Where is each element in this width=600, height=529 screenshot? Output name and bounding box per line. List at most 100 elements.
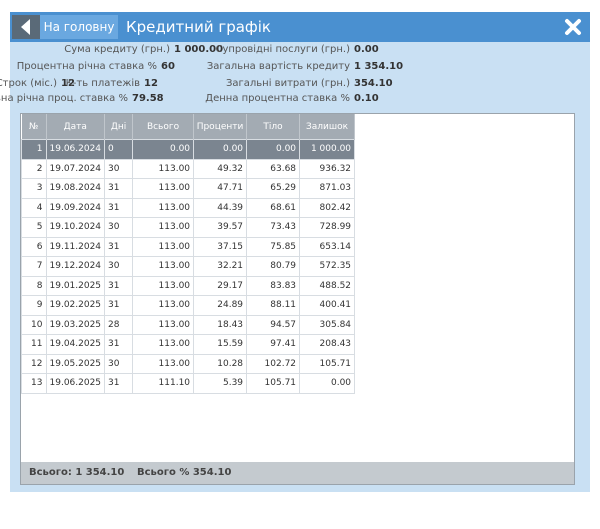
table-row[interactable]: 1 19.06.2024 0 0.00 0.00 0.00 1 000.00 — [21, 139, 356, 160]
table-cell: 0.00 — [132, 139, 195, 160]
table-cell: 30 — [104, 217, 134, 238]
table-row[interactable]: 8 19.01.2025 31 113.00 29.17 83.83 488.52 — [21, 275, 356, 296]
title: Кредитний графік — [126, 18, 271, 36]
summary-label: Загальна вартість кредиту — [206, 61, 350, 72]
summary-label: Строк (міс.) — [0, 78, 57, 89]
table-row[interactable]: 13 19.06.2025 31 111.10 5.39 105.71 0.00 — [21, 373, 356, 394]
table-cell: 113.00 — [132, 334, 195, 355]
table-cell: 65.29 — [246, 178, 301, 199]
table-row[interactable]: 2 19.07.2024 30 113.00 49.32 63.68 936.32 — [21, 158, 356, 179]
table-cell: 19.10.2024 — [45, 217, 106, 238]
column-header: Залишок — [299, 114, 356, 140]
summary-value: 1 000.00 — [174, 44, 224, 55]
table-cell: 400.41 — [299, 295, 356, 316]
column-header: Тіло — [246, 114, 301, 140]
table-cell: 32.21 — [193, 256, 248, 277]
table-cell: 37.15 — [193, 236, 248, 257]
table-cell: 10 — [21, 314, 47, 335]
header-row: № Дата Дні Всього Проценти Тіло Залишок — [21, 114, 356, 140]
table-cell: 97.41 — [246, 334, 301, 355]
table-cell: 113.00 — [132, 217, 195, 238]
table-cell: 19.05.2025 — [45, 353, 106, 374]
table-row[interactable]: 9 19.02.2025 31 113.00 24.89 88.11 400.41 — [21, 295, 356, 316]
table-cell: 31 — [104, 295, 134, 316]
table-cell: 19.08.2024 — [45, 178, 106, 199]
schedule-table: № Дата Дні Всього Проценти Тіло Залишок 1 19.06.… — [20, 113, 575, 485]
table-cell: 6 — [21, 236, 47, 257]
summary-value: 0.00 — [354, 44, 379, 55]
table-cell: 1 — [21, 139, 47, 160]
table-cell: 88.11 — [246, 295, 301, 316]
table-cell: 9 — [21, 295, 47, 316]
table-cell: 113.00 — [132, 158, 195, 179]
column-header: Дата — [46, 114, 106, 140]
table-cell: 113.00 — [132, 197, 195, 218]
table-row[interactable]: 12 19.05.2025 30 113.00 10.28 102.72 105.71 — [21, 353, 356, 374]
table-cell: 111.10 — [132, 373, 195, 394]
table-cell: 24.89 — [193, 295, 248, 316]
table-cell: 19.11.2024 — [45, 236, 106, 257]
table-row[interactable]: 5 19.10.2024 30 113.00 39.57 73.43 728.99 — [21, 217, 356, 238]
summary-label: Процентна річна ставка % — [16, 61, 157, 72]
table-cell: 44.39 — [193, 197, 248, 218]
table-cell: 75.85 — [246, 236, 301, 257]
column-header: № — [21, 114, 47, 140]
summary-value: 60 — [161, 61, 175, 72]
table-cell: 94.57 — [246, 314, 301, 335]
table-footer: Всього: 1 354.10 Всього % 354.10 — [21, 462, 574, 484]
footer-total: Всього % 354.10 — [137, 467, 232, 478]
table-cell: 105.71 — [246, 373, 301, 394]
table-cell: 31 — [104, 275, 134, 296]
table-cell: 19.04.2025 — [45, 334, 106, 355]
table-cell: 30 — [104, 353, 134, 374]
table-cell: 31 — [104, 178, 134, 199]
summary-value: 12 — [144, 78, 158, 89]
table-cell: 7 — [21, 256, 47, 277]
table-cell: 10.28 — [193, 353, 248, 374]
table-cell: 39.57 — [193, 217, 248, 238]
table-cell: 653.14 — [299, 236, 356, 257]
table-row[interactable]: 7 19.12.2024 30 113.00 32.21 80.79 572.35 — [21, 256, 356, 277]
back-arrow[interactable] — [12, 15, 40, 39]
table-cell: 19.06.2025 — [45, 373, 106, 394]
footer-total: Всього: 1 354.10 — [29, 467, 125, 478]
table-cell: 113.00 — [132, 353, 195, 374]
table-cell: 30 — [104, 256, 134, 277]
back-button[interactable]: На головну — [40, 15, 118, 39]
table-row[interactable]: 10 19.03.2025 28 113.00 18.43 94.57 305.84 — [21, 314, 356, 335]
table-cell: 19.02.2025 — [45, 295, 106, 316]
table-cell: 31 — [104, 373, 134, 394]
table-row[interactable]: 11 19.04.2025 31 113.00 15.59 97.41 208.43 — [21, 334, 356, 355]
table-cell: 31 — [104, 197, 134, 218]
table-cell: 19.07.2024 — [45, 158, 106, 179]
table-cell: 1 000.00 — [299, 139, 356, 160]
table-cell: 0 — [104, 139, 134, 160]
summary-label: Реальна річна проц. ставка % — [0, 93, 128, 104]
table-cell: 3 — [21, 178, 47, 199]
table-cell: 208.43 — [299, 334, 356, 355]
table-cell: 29.17 — [193, 275, 248, 296]
table-cell: 83.83 — [246, 275, 301, 296]
header-bar: На головну Кредитний графік — [10, 12, 590, 42]
table-cell: 73.43 — [246, 217, 301, 238]
summary-label: Сума кредиту (грн.) — [64, 44, 170, 55]
table: № Дата Дні Всього Проценти Тіло Залишок 1 19.06.… — [21, 114, 356, 394]
table-cell: 728.99 — [299, 217, 356, 238]
table-cell: 31 — [104, 236, 134, 257]
table-cell: 0.00 — [299, 373, 356, 394]
close-button[interactable] — [562, 16, 584, 38]
table-cell: 113.00 — [132, 236, 195, 257]
summary-label: Денна процентна ставка % — [205, 93, 350, 104]
table-cell: 4 — [21, 197, 47, 218]
table-cell: 31 — [104, 334, 134, 355]
table-row[interactable]: 4 19.09.2024 31 113.00 44.39 68.61 802.42 — [21, 197, 356, 218]
table-cell: 113.00 — [132, 256, 195, 277]
summary-value: 0.10 — [354, 93, 379, 104]
column-header: Дні — [104, 114, 134, 140]
table-row[interactable]: 6 19.11.2024 31 113.00 37.15 75.85 653.14 — [21, 236, 356, 257]
table-row[interactable]: 3 19.08.2024 31 113.00 47.71 65.29 871.03 — [21, 178, 356, 199]
table-cell: 8 — [21, 275, 47, 296]
table-cell: 113.00 — [132, 314, 195, 335]
table-cell: 11 — [21, 334, 47, 355]
table-cell: 15.59 — [193, 334, 248, 355]
